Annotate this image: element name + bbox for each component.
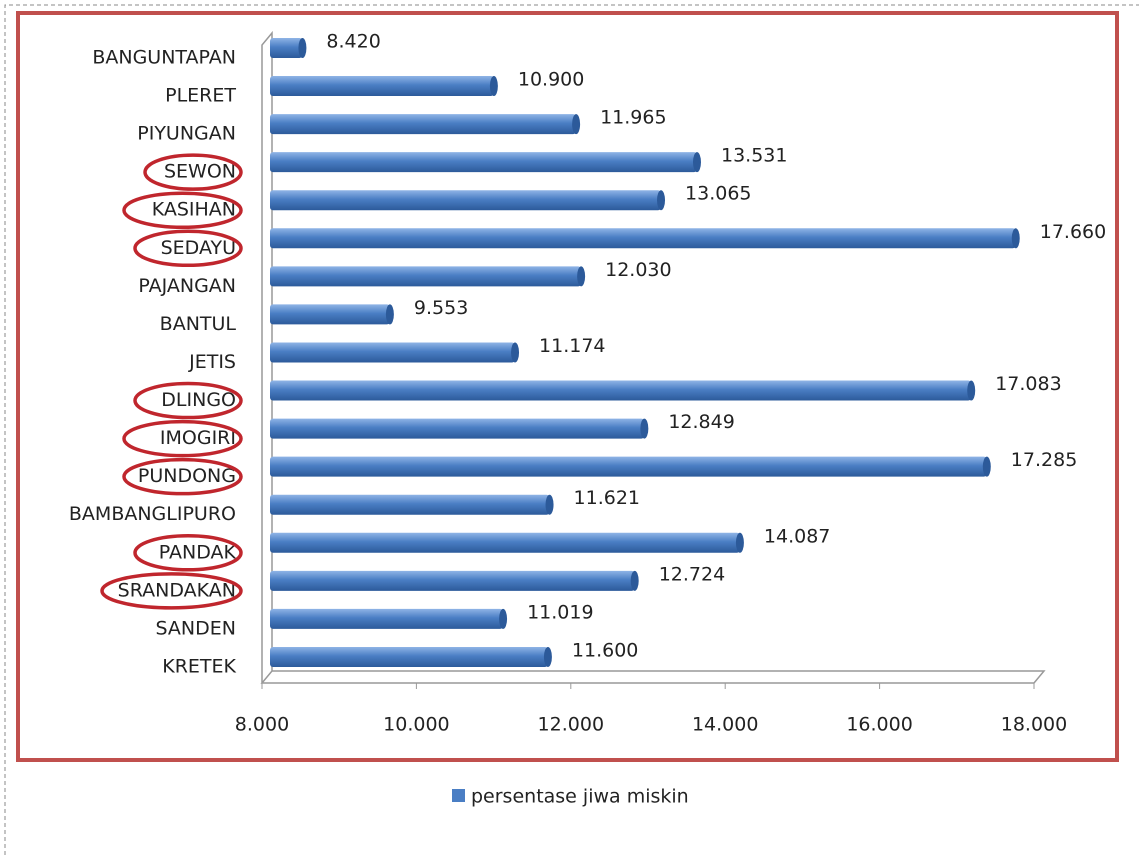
bar	[270, 266, 582, 287]
axis-walls	[260, 30, 1046, 684]
y-tick-label: SEWON	[164, 161, 236, 183]
bar-cap	[735, 532, 744, 553]
y-tick-label: SANDEN	[156, 617, 236, 639]
y-tick-label: IMOGIRI	[160, 427, 236, 449]
value-label: 14.087	[764, 525, 830, 547]
bar-cap	[657, 190, 666, 211]
x-tick-label: 16.000	[846, 714, 912, 736]
bar-cap	[692, 152, 701, 173]
value-label: 17.083	[995, 373, 1061, 395]
value-label: 11.600	[572, 639, 638, 661]
highlight-ellipse	[133, 381, 243, 420]
bar	[270, 456, 987, 477]
value-label: 10.900	[518, 69, 584, 91]
bar	[270, 570, 635, 591]
value-label: 17.660	[1040, 221, 1106, 243]
bar-cap	[640, 418, 649, 439]
x-tick-label: 14.000	[692, 714, 758, 736]
bar	[270, 190, 662, 211]
bar-cap	[511, 342, 520, 363]
value-label: 12.724	[659, 563, 725, 585]
bar	[270, 38, 303, 58]
x-tick-label: 8.000	[235, 714, 289, 736]
bar	[270, 342, 516, 363]
highlight-ellipse	[133, 534, 243, 572]
value-label: 12.030	[605, 259, 671, 281]
bar	[270, 76, 494, 97]
bar	[270, 114, 577, 135]
value-label: 9.553	[414, 297, 468, 319]
chart-frame	[16, 11, 1119, 762]
bar	[270, 152, 697, 173]
value-label: 8.420	[326, 31, 380, 53]
bar	[270, 494, 550, 515]
legend-swatch	[452, 789, 465, 802]
bar-cap	[967, 380, 976, 401]
legend-label: persentase jiwa miskin	[471, 786, 689, 808]
y-tick-label: KRETEK	[162, 655, 236, 677]
bar-cap	[545, 494, 554, 515]
value-label: 11.965	[600, 107, 666, 129]
bar	[270, 380, 972, 401]
value-label: 12.849	[668, 411, 734, 433]
bar-cap	[630, 570, 639, 591]
x-tick-label: 12.000	[538, 714, 604, 736]
y-tick-label: PIYUNGAN	[137, 123, 236, 145]
bar-cap	[298, 38, 307, 58]
y-tick-label: PUNDONG	[138, 465, 236, 487]
bar-cap	[385, 304, 394, 325]
bar	[270, 532, 740, 553]
bar	[270, 228, 1016, 249]
y-tick-label: BANGUNTAPAN	[92, 47, 236, 69]
highlight-ellipse	[100, 572, 243, 610]
value-label: 13.531	[721, 145, 787, 167]
value-label: 17.285	[1011, 449, 1077, 471]
bar-cap	[577, 266, 586, 287]
y-tick-label: JETIS	[188, 351, 236, 373]
highlight-ellipse	[122, 457, 243, 496]
x-tick-label: 10.000	[383, 714, 449, 736]
highlight-ellipse	[133, 229, 243, 268]
bar-cap	[499, 608, 508, 629]
bar	[270, 418, 645, 439]
y-tick-label: KASIHAN	[152, 199, 236, 221]
bar	[270, 646, 548, 667]
bar	[270, 304, 390, 325]
y-tick-label: BAMBANGLIPURO	[69, 503, 236, 525]
highlight-ellipse	[122, 191, 243, 229]
highlight-ellipse	[143, 153, 243, 191]
y-tick-label: PLERET	[165, 85, 236, 107]
page-border	[4, 4, 1139, 855]
value-label: 11.174	[539, 335, 605, 357]
bar-cap	[489, 76, 498, 97]
value-label: 11.621	[574, 487, 640, 509]
y-tick-label: PAJANGAN	[138, 275, 236, 297]
bar	[270, 608, 504, 629]
y-tick-label: SEDAYU	[161, 237, 236, 259]
y-tick-label: DLINGO	[161, 389, 236, 411]
y-tick-label: BANTUL	[160, 313, 237, 335]
bar-cap	[572, 114, 581, 135]
y-tick-label: PANDAK	[159, 541, 237, 563]
bar-cap	[1011, 228, 1020, 249]
x-tick-label: 18.000	[1001, 714, 1067, 736]
highlight-ellipse	[122, 419, 243, 458]
y-tick-label: SRANDAKAN	[118, 579, 236, 601]
bar-cap	[982, 456, 991, 477]
bar-cap	[543, 646, 552, 667]
value-label: 13.065	[685, 183, 751, 205]
value-label: 11.019	[527, 601, 593, 623]
